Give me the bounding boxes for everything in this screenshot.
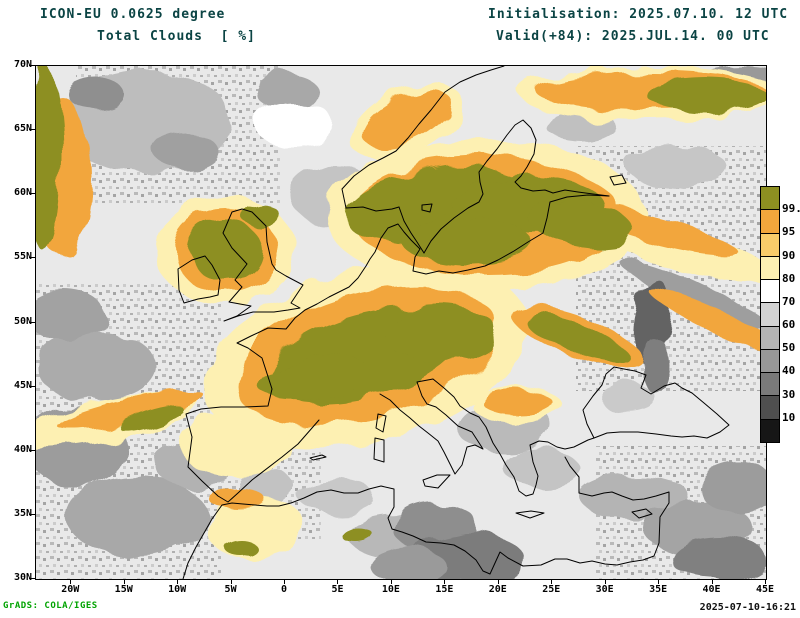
x-tick-label: 30E — [595, 584, 614, 595]
y-tick-label: 55N — [13, 251, 32, 263]
legend-color-segment — [761, 348, 779, 373]
legend-color-segment — [761, 279, 779, 303]
x-tick-label: 15W — [114, 584, 133, 595]
legend-color-segment — [761, 372, 779, 396]
legend-label: 40 — [782, 364, 796, 378]
x-tick-mark — [444, 579, 446, 584]
legend-label: 99.5 — [782, 202, 800, 216]
render-timestamp: 2025-07-10-16:21 — [699, 602, 796, 613]
x-tick-mark — [337, 579, 339, 584]
x-tick-label: 45E — [755, 584, 775, 595]
y-tick-mark — [29, 513, 35, 515]
x-tick-mark — [70, 579, 72, 584]
legend-label: 10 — [782, 410, 796, 424]
y-tick-mark — [29, 385, 35, 387]
y-tick-label: 30N — [13, 572, 32, 583]
y-tick-label: 65N — [13, 123, 32, 135]
x-tick-label: 5E — [331, 584, 344, 595]
x-tick-label: 5W — [224, 584, 237, 595]
y-tick-mark — [29, 321, 35, 323]
y-tick-label: 50N — [13, 315, 32, 327]
y-tick-mark — [29, 193, 35, 195]
legend-color-segment — [761, 302, 779, 326]
y-tick-label: 35N — [13, 507, 32, 519]
x-tick-mark — [551, 579, 553, 584]
y-tick-label: 70N — [13, 59, 32, 70]
legend-label: 95 — [782, 225, 796, 239]
y-tick-label: 45N — [13, 379, 32, 391]
x-tick-mark — [230, 579, 232, 584]
x-tick-label: 40E — [702, 584, 721, 595]
legend-color-segment — [761, 418, 779, 442]
legend-label: 50 — [782, 341, 796, 355]
coastlines — [177, 66, 730, 579]
legend-color-segment — [761, 209, 779, 233]
x-tick-label: 10W — [168, 584, 187, 595]
x-tick-label: 10E — [381, 584, 400, 595]
x-tick-label: 35E — [649, 584, 668, 595]
legend-label: 60 — [782, 318, 796, 332]
x-tick-mark — [284, 579, 286, 584]
y-tick-mark — [29, 449, 35, 451]
legend-color-segment — [761, 325, 779, 349]
y-tick-mark — [29, 257, 35, 259]
x-tick-mark — [711, 579, 713, 584]
x-tick-mark — [658, 579, 660, 584]
init-time: Initialisation: 2025.07.10. 12 UTC — [488, 7, 789, 22]
map-svg — [36, 66, 766, 579]
map-canvas — [35, 65, 767, 580]
y-tick-mark — [29, 129, 35, 131]
y-tick-mark — [29, 65, 35, 66]
olive-cloud-layer — [36, 66, 766, 556]
legend-color-segment — [761, 232, 779, 256]
y-tick-label: 40N — [13, 443, 32, 455]
x-tick-label: 0 — [281, 584, 288, 595]
legend-color-segment — [761, 395, 779, 419]
x-tick-label: 25E — [542, 584, 561, 595]
y-tick-label: 60N — [13, 187, 32, 199]
legend-label: 80 — [782, 271, 796, 285]
x-tick-mark — [390, 579, 392, 584]
variable-title: Total Clouds [ %] — [97, 29, 256, 44]
x-tick-mark — [497, 579, 499, 584]
model-title: ICON-EU 0.0625 degree — [40, 7, 226, 22]
x-tick-mark — [604, 579, 606, 584]
legend-label: 30 — [782, 387, 796, 401]
legend-color-segment — [761, 255, 779, 280]
x-tick-mark — [765, 579, 766, 584]
legend-color-segment — [761, 187, 779, 210]
x-tick-label: 15E — [435, 584, 454, 595]
x-tick-label: 20W — [61, 584, 80, 595]
legend-label: 70 — [782, 294, 796, 308]
y-tick-mark — [29, 578, 35, 579]
x-tick-mark — [123, 579, 125, 584]
x-tick-mark — [177, 579, 179, 584]
legend-colorbar — [760, 186, 780, 443]
grads-credit: GrADS: COLA/IGES — [3, 601, 98, 611]
legend-label: 90 — [782, 248, 796, 262]
x-tick-label: 20E — [488, 584, 507, 595]
valid-time: Valid(+84): 2025.JUL.14. 00 UTC — [496, 29, 770, 44]
